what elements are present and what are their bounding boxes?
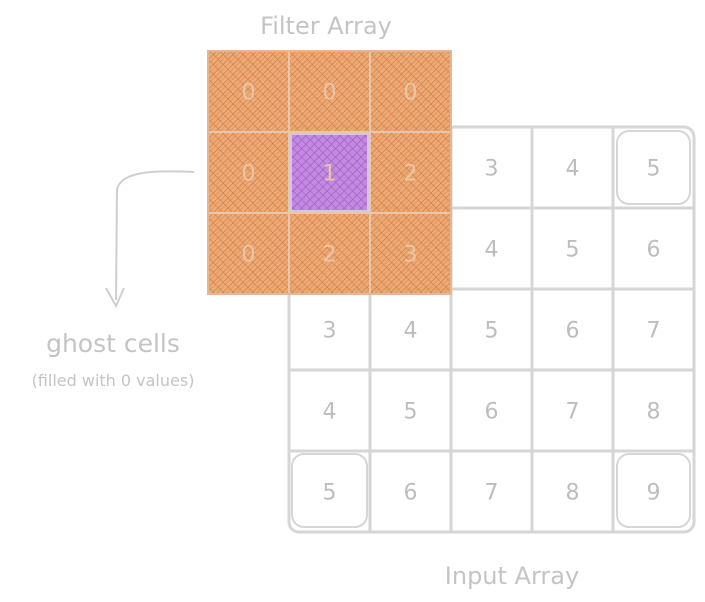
input-cell-value: 6 [485, 400, 499, 425]
input-cell-value: 4 [566, 157, 580, 182]
filter-cell-value: 1 [323, 162, 337, 187]
filter-array-title: Filter Array [260, 12, 392, 40]
input-cell-value: 6 [404, 481, 418, 506]
input-cell-value: 4 [323, 400, 337, 425]
corner-cell-outline [616, 130, 691, 205]
input-array-title: Input Array [445, 562, 579, 590]
input-array-border [287, 125, 696, 534]
ghost-cells-label: ghost cells [46, 329, 180, 358]
filter-cell-value: 0 [404, 81, 418, 106]
input-cell-value: 7 [566, 400, 580, 425]
filter-array: 0 0 0 0 1 2 0 2 3 [207, 50, 452, 295]
corner-cell-outline [616, 453, 691, 528]
filter-cell-value: 2 [323, 243, 337, 268]
input-cell-value: 6 [647, 238, 661, 263]
center-cell-crosshatch [290, 133, 369, 212]
input-cell-value: 5 [485, 319, 499, 344]
input-cell-value: 7 [647, 319, 661, 344]
filter-cell-value: 0 [242, 81, 256, 106]
input-cell-value: 4 [404, 319, 418, 344]
filter-cell-value: 0 [323, 81, 337, 106]
input-cell-value: 3 [485, 157, 499, 182]
input-cell-value: 5 [566, 238, 580, 263]
filter-cell-value: 0 [242, 243, 256, 268]
ghost-cells-arrow-line [115, 170, 195, 301]
filter-cell-value: 0 [242, 162, 256, 187]
corner-cell-outline [291, 453, 368, 528]
input-cell-value: 7 [485, 481, 499, 506]
input-cell-value: 3 [323, 319, 337, 344]
ghost-cells-note: (filled with 0 values) [32, 371, 195, 390]
filter-border [207, 50, 452, 295]
input-cell-value: 5 [323, 481, 337, 506]
input-cell-value: 6 [566, 319, 580, 344]
input-cell-value: 5 [647, 157, 661, 182]
input-cell-value: 8 [566, 481, 580, 506]
input-cell-value: 9 [647, 481, 661, 506]
input-cell-value: 5 [404, 400, 418, 425]
input-cell-value: 4 [485, 238, 499, 263]
filter-cell-value: 2 [404, 162, 418, 187]
input-cell-value: 8 [647, 400, 661, 425]
arrow-head-icon [105, 287, 125, 309]
filter-cell-value: 3 [404, 243, 418, 268]
